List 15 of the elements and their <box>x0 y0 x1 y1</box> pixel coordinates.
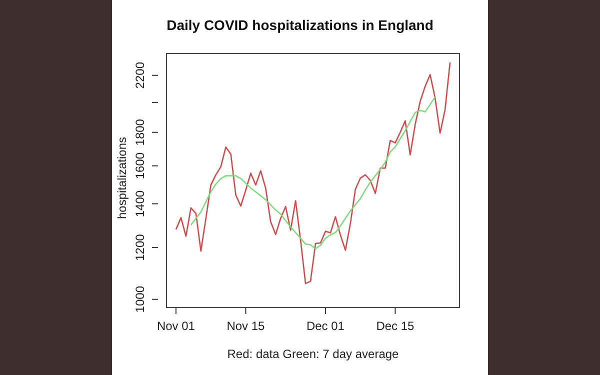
y-tick-label: 1400 <box>133 190 147 218</box>
x-tick-label: Nov 15 <box>226 319 266 333</box>
line-series <box>175 62 451 284</box>
y-tick-label: 1800 <box>133 118 147 146</box>
y-tick-label: 2200 <box>133 62 147 89</box>
chart-title: Daily COVID hospitalizations in England <box>166 17 434 33</box>
x-tick-label: Nov 01 <box>156 319 196 333</box>
x-axis-title: Red: data Green: 7 day average <box>226 347 400 361</box>
y-axis-title: hospitalizations <box>115 135 129 221</box>
x-tick-label: Dec 01 <box>306 319 345 333</box>
y-tick-label: 1600 <box>133 152 147 180</box>
y-tick-label: 1000 <box>133 286 147 313</box>
line-series <box>190 96 436 250</box>
x-tick-label: Dec 15 <box>376 319 415 333</box>
y-tick-label: 1200 <box>133 234 147 261</box>
